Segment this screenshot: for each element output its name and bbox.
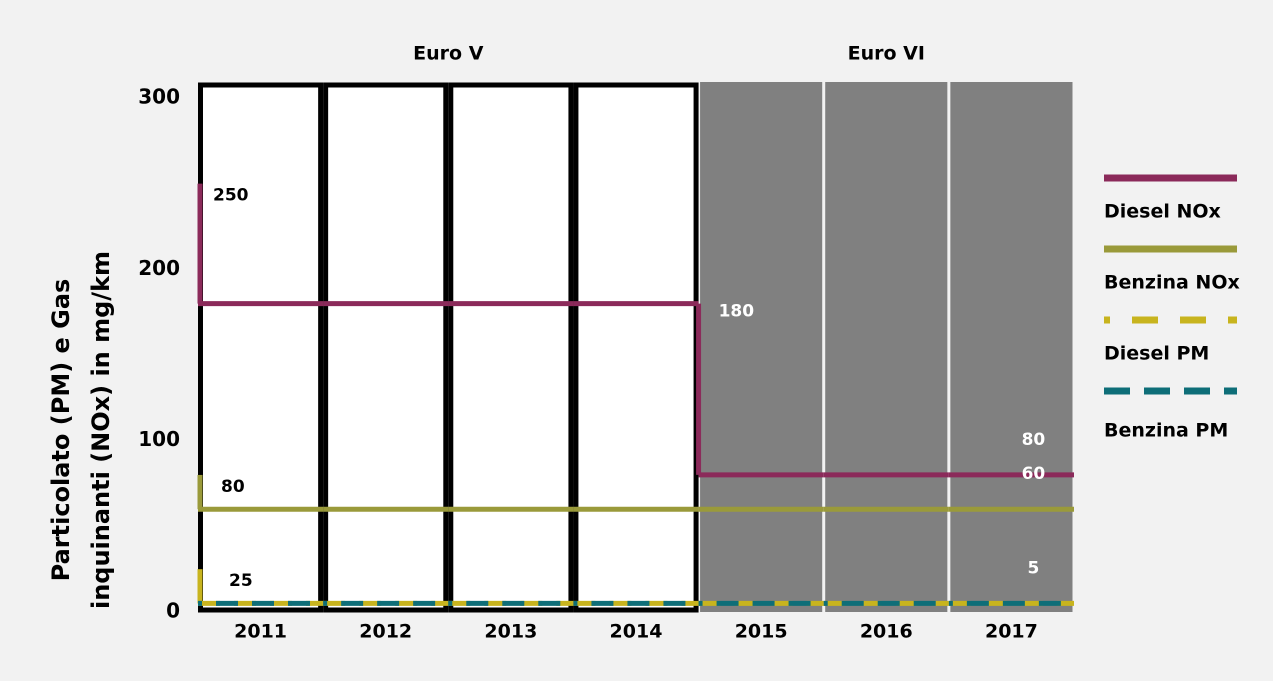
period-box: [198, 82, 324, 613]
y-tick-label: 100: [138, 427, 180, 451]
data-label: 80: [221, 477, 245, 497]
data-label: 5: [1028, 558, 1040, 578]
y-axis-title: Particolato (PM) e Gas: [47, 279, 75, 582]
legend-label: Diesel PM: [1104, 343, 1209, 365]
x-tick-label: 2017: [985, 621, 1038, 643]
period-box: [950, 82, 1073, 612]
period-box: [825, 82, 948, 612]
period-label: Euro VI: [848, 43, 925, 65]
legend-label: Benzina NOx: [1104, 272, 1240, 294]
data-label: 80: [1022, 430, 1046, 450]
period-label: Euro V: [413, 43, 484, 65]
y-tick-label: 300: [138, 85, 180, 109]
x-tick-label: 2011: [234, 621, 287, 643]
data-label: 25: [229, 571, 253, 591]
x-tick-label: 2014: [610, 621, 663, 643]
y-tick-label: 0: [166, 599, 180, 623]
x-tick-label: 2013: [484, 621, 537, 643]
data-label: 250: [213, 186, 249, 206]
period-box: [323, 82, 449, 613]
y-tick-label: 200: [138, 256, 180, 280]
period-box: [448, 82, 574, 613]
x-tick-label: 2016: [860, 621, 913, 643]
x-tick-label: 2015: [735, 621, 788, 643]
legend-label: Diesel NOx: [1104, 201, 1221, 223]
x-tick-label: 2012: [359, 621, 412, 643]
data-label: 60: [1022, 464, 1046, 484]
legend-label: Benzina PM: [1104, 420, 1228, 442]
period-box: [573, 82, 699, 613]
data-label: 180: [719, 302, 755, 322]
y-axis-title: inquinanti (NOx) in mg/km: [87, 251, 115, 609]
period-box: [700, 82, 823, 612]
